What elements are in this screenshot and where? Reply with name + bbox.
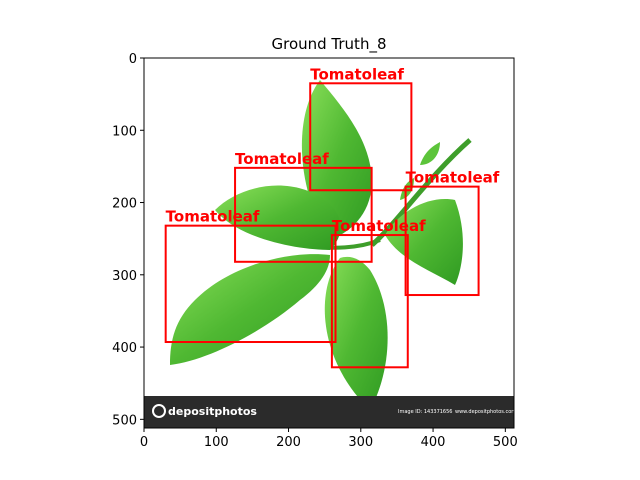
x-tick-label: 0 bbox=[140, 435, 148, 450]
plot-title: Ground Truth_8 bbox=[271, 35, 386, 54]
x-tick-label: 400 bbox=[421, 435, 446, 450]
bbox-2 bbox=[234, 166, 373, 263]
bbox-label-3: Tomatoleaf bbox=[406, 169, 500, 187]
y-tick-label: 400 bbox=[112, 341, 137, 356]
bbox-label-2: Tomatoleaf bbox=[235, 150, 329, 168]
bbox-label-4: Tomatoleaf bbox=[166, 208, 260, 226]
watermark-url: www.depositphotos.com bbox=[455, 409, 516, 415]
watermark-brand: depositphotos bbox=[168, 405, 257, 418]
leaf-bottom bbox=[324, 256, 388, 410]
x-tick-label: 500 bbox=[493, 435, 518, 450]
leaf-right bbox=[385, 199, 463, 285]
bbox-label-1: Tomatoleaf bbox=[310, 65, 404, 83]
y-tick-label: 300 bbox=[112, 269, 137, 284]
leaf-center bbox=[215, 185, 341, 250]
bbox-1 bbox=[309, 82, 413, 192]
bbox-3 bbox=[404, 185, 480, 297]
watermark-footer bbox=[144, 396, 514, 428]
x-tick-label: 200 bbox=[276, 435, 301, 450]
y-tick-label: 200 bbox=[112, 197, 137, 212]
x-tick-label: 300 bbox=[348, 435, 373, 450]
bbox-layer: Tomatoleaf Tomatoleaf Tomatoleaf Tomatoleaf… bbox=[164, 65, 500, 369]
bbox-4 bbox=[164, 224, 337, 344]
axes-frame bbox=[143, 57, 515, 429]
y-tick-label: 500 bbox=[112, 413, 137, 428]
x-tick-label: 100 bbox=[204, 435, 229, 450]
bbox-5 bbox=[330, 234, 409, 369]
bbox-label-5: Tomatoleaf bbox=[332, 217, 426, 235]
photo-image: depositphotos Image ID: 143371656 www.de… bbox=[144, 58, 516, 428]
y-tick-label: 0 bbox=[129, 52, 137, 67]
watermark-image-id: Image ID: 143371656 bbox=[398, 409, 452, 415]
leaf-left-large bbox=[170, 254, 330, 365]
y-tick-label: 100 bbox=[112, 124, 137, 139]
